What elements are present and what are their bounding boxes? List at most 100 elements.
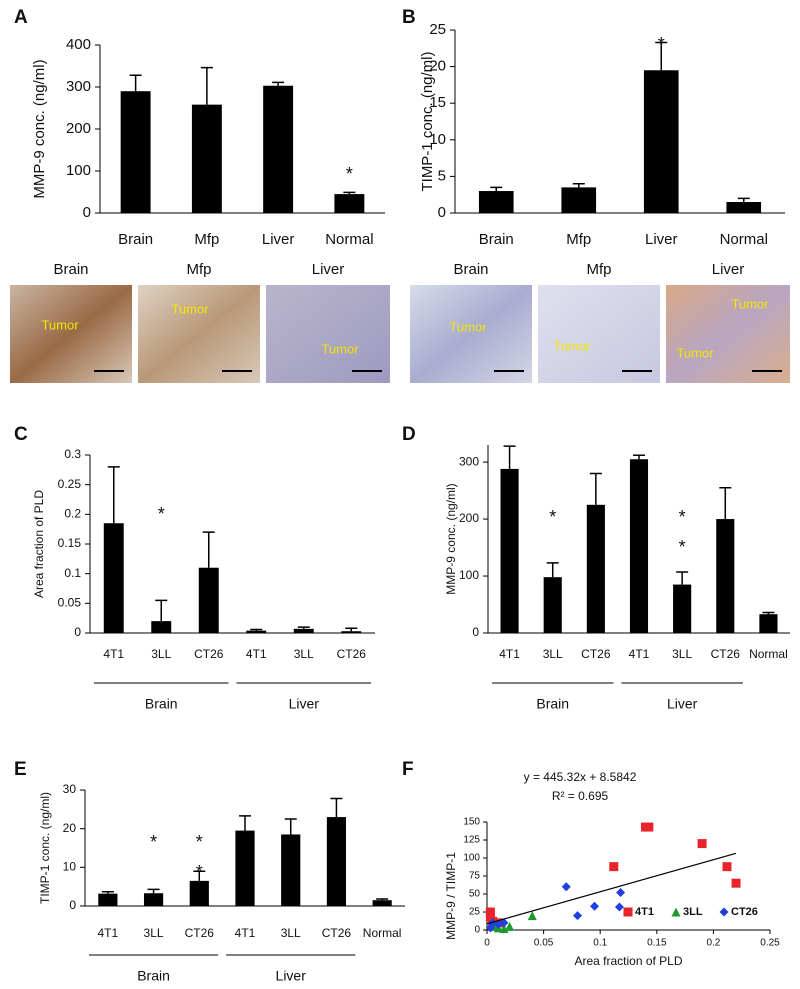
error-bar xyxy=(101,890,114,894)
bar xyxy=(543,577,562,633)
micrograph xyxy=(266,285,390,383)
bar xyxy=(189,880,209,906)
y-axis-label: MMP-9 conc. (ng/ml) xyxy=(31,59,48,198)
point xyxy=(644,822,654,832)
x-tick-label: 4T1 xyxy=(103,647,124,661)
y-tick-label: 15 xyxy=(429,94,446,111)
image-annotation: Tumor xyxy=(553,338,591,353)
x-tick-label: Mfp xyxy=(194,231,219,248)
micrograph xyxy=(138,285,260,383)
significance-mark: * xyxy=(196,832,203,852)
bar xyxy=(586,504,605,633)
bar xyxy=(326,817,347,906)
y-axis-label: Area fraction of PLD xyxy=(32,490,46,598)
x-tick-label: 0.25 xyxy=(760,938,780,949)
x-tick-label: Normal xyxy=(749,647,788,661)
y-tick-label: 0 xyxy=(438,204,446,221)
x-tick-label: 4T1 xyxy=(235,926,256,940)
legend-marker xyxy=(623,907,633,917)
legend-label: CT26 xyxy=(731,906,758,918)
bar xyxy=(143,893,164,906)
error-bar xyxy=(345,627,358,632)
micrograph xyxy=(410,285,532,383)
error-bar xyxy=(546,562,559,578)
panel-label: C xyxy=(14,424,28,445)
error-bar xyxy=(202,531,215,568)
error-bar xyxy=(129,74,142,92)
y-tick-label: 10 xyxy=(429,131,446,148)
significance-mark: * xyxy=(158,504,165,524)
significance-mark: * xyxy=(150,832,157,852)
group-label: Liver xyxy=(289,696,320,712)
y-axis-label: TIMP-1 conc. (ng/ml) xyxy=(38,792,52,904)
y-tick-label: 25 xyxy=(469,907,481,918)
legend-label: 3LL xyxy=(683,906,703,918)
bar xyxy=(500,468,519,633)
point xyxy=(609,862,619,872)
point xyxy=(573,911,583,921)
image-annotation: Tumor xyxy=(321,341,359,356)
x-tick-label: 0.05 xyxy=(534,938,554,949)
panel-label: E xyxy=(14,759,27,780)
image-annotation: Tumor xyxy=(731,296,769,311)
group-label: Brain xyxy=(137,968,170,984)
x-tick-label: CT26 xyxy=(194,647,224,661)
point xyxy=(527,911,537,921)
x-tick-label: CT26 xyxy=(581,647,611,661)
panel-label: D xyxy=(402,424,416,445)
point xyxy=(731,878,741,888)
x-tick-label: 4T1 xyxy=(98,926,119,940)
x-axis-label: Area fraction of PLD xyxy=(574,954,682,968)
significance-mark: * xyxy=(679,537,686,557)
image-annotation: Tumor xyxy=(171,301,209,316)
error-bar xyxy=(376,898,389,901)
significance-mark: * xyxy=(679,507,686,527)
x-tick-label: 4T1 xyxy=(499,647,520,661)
legend-marker xyxy=(719,907,729,917)
x-tick-label: CT26 xyxy=(322,926,352,940)
error-bar xyxy=(272,81,285,86)
error-bar xyxy=(107,466,120,524)
point xyxy=(505,921,515,931)
error-bar xyxy=(737,197,750,203)
group-label: Brain xyxy=(145,696,178,712)
panel-label: F xyxy=(402,759,414,780)
image-title: Liver xyxy=(712,261,745,278)
error-bar xyxy=(633,454,645,460)
point xyxy=(561,882,571,892)
error-bar xyxy=(330,797,343,818)
y-tick-label: 0.15 xyxy=(58,536,82,550)
bar xyxy=(151,621,172,633)
error-bar xyxy=(297,626,310,629)
x-tick-label: Normal xyxy=(720,231,768,248)
significance-mark: * xyxy=(196,862,203,882)
x-tick-label: Liver xyxy=(645,231,678,248)
x-tick-label: Liver xyxy=(262,231,295,248)
y-tick-label: 0.25 xyxy=(58,477,82,491)
y-tick-label: 200 xyxy=(66,120,91,137)
y-tick-label: 0 xyxy=(472,625,479,639)
y-tick-label: 0 xyxy=(474,925,480,936)
error-bar xyxy=(572,182,585,188)
x-tick-label: CT26 xyxy=(337,647,367,661)
significance-mark: * xyxy=(658,34,665,54)
y-tick-label: 0.3 xyxy=(64,447,81,461)
x-tick-label: 3LL xyxy=(672,647,692,661)
panel-label: B xyxy=(402,7,416,28)
bar xyxy=(235,830,255,906)
point xyxy=(485,907,495,917)
x-tick-label: 3LL xyxy=(144,926,164,940)
bar xyxy=(561,187,597,213)
error-bar xyxy=(655,41,668,71)
error-bar xyxy=(503,445,516,469)
bar xyxy=(726,202,762,213)
group-label: Brain xyxy=(536,696,569,712)
y-tick-label: 400 xyxy=(66,36,91,53)
y-tick-label: 10 xyxy=(63,860,77,874)
micrograph xyxy=(538,285,660,383)
group-label: Liver xyxy=(276,968,307,984)
point xyxy=(697,839,707,849)
point xyxy=(614,902,624,912)
error-bar xyxy=(490,186,503,192)
bar xyxy=(334,194,365,213)
